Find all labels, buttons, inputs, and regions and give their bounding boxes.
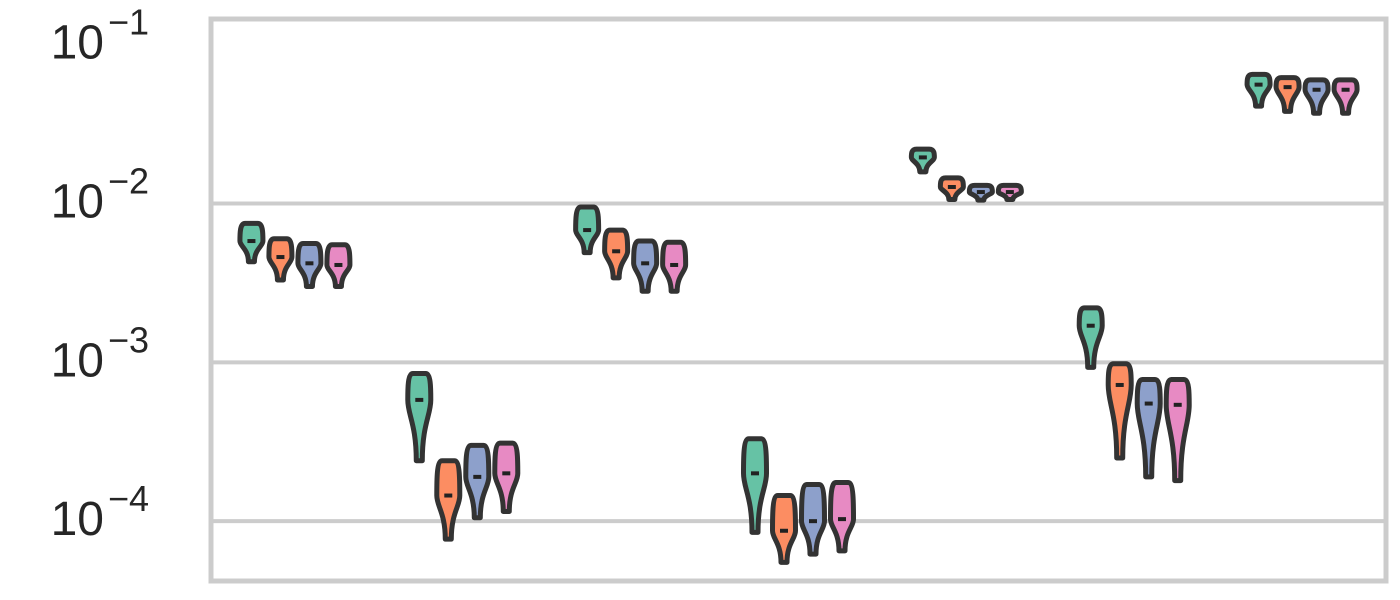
- violin: [434, 458, 463, 542]
- violin: [266, 236, 295, 283]
- violin: [1134, 376, 1163, 480]
- violin: [828, 480, 856, 554]
- y-tick-exponent: −1: [108, 2, 149, 43]
- violin: [405, 371, 434, 464]
- y-tick-exponent: −4: [108, 478, 149, 519]
- plot-frame: [208, 16, 1389, 584]
- y-tick-label: 10: [51, 493, 104, 546]
- violin: [1331, 77, 1360, 116]
- y-tick-label: 10: [51, 17, 104, 70]
- violin: [492, 440, 521, 515]
- y-tick-exponent: −2: [108, 160, 149, 201]
- violin-plots: [237, 71, 1360, 565]
- y-tick-exponent: −3: [108, 319, 149, 360]
- violin: [1105, 361, 1134, 461]
- violin: [1244, 71, 1273, 109]
- violin: [1076, 305, 1105, 370]
- violin: [1302, 77, 1331, 116]
- y-tick-label: 10: [51, 334, 104, 387]
- violin: [741, 436, 769, 535]
- violin: [908, 146, 937, 175]
- grid-lines: [211, 201, 1386, 524]
- violin: [1163, 376, 1192, 484]
- violin: [1273, 75, 1302, 114]
- violin: [631, 238, 660, 294]
- y-tick-label: 10: [51, 175, 104, 228]
- violin: [463, 442, 492, 521]
- y-axis-ticks: 10−110−210−310−4: [51, 2, 149, 547]
- violin: [602, 227, 631, 281]
